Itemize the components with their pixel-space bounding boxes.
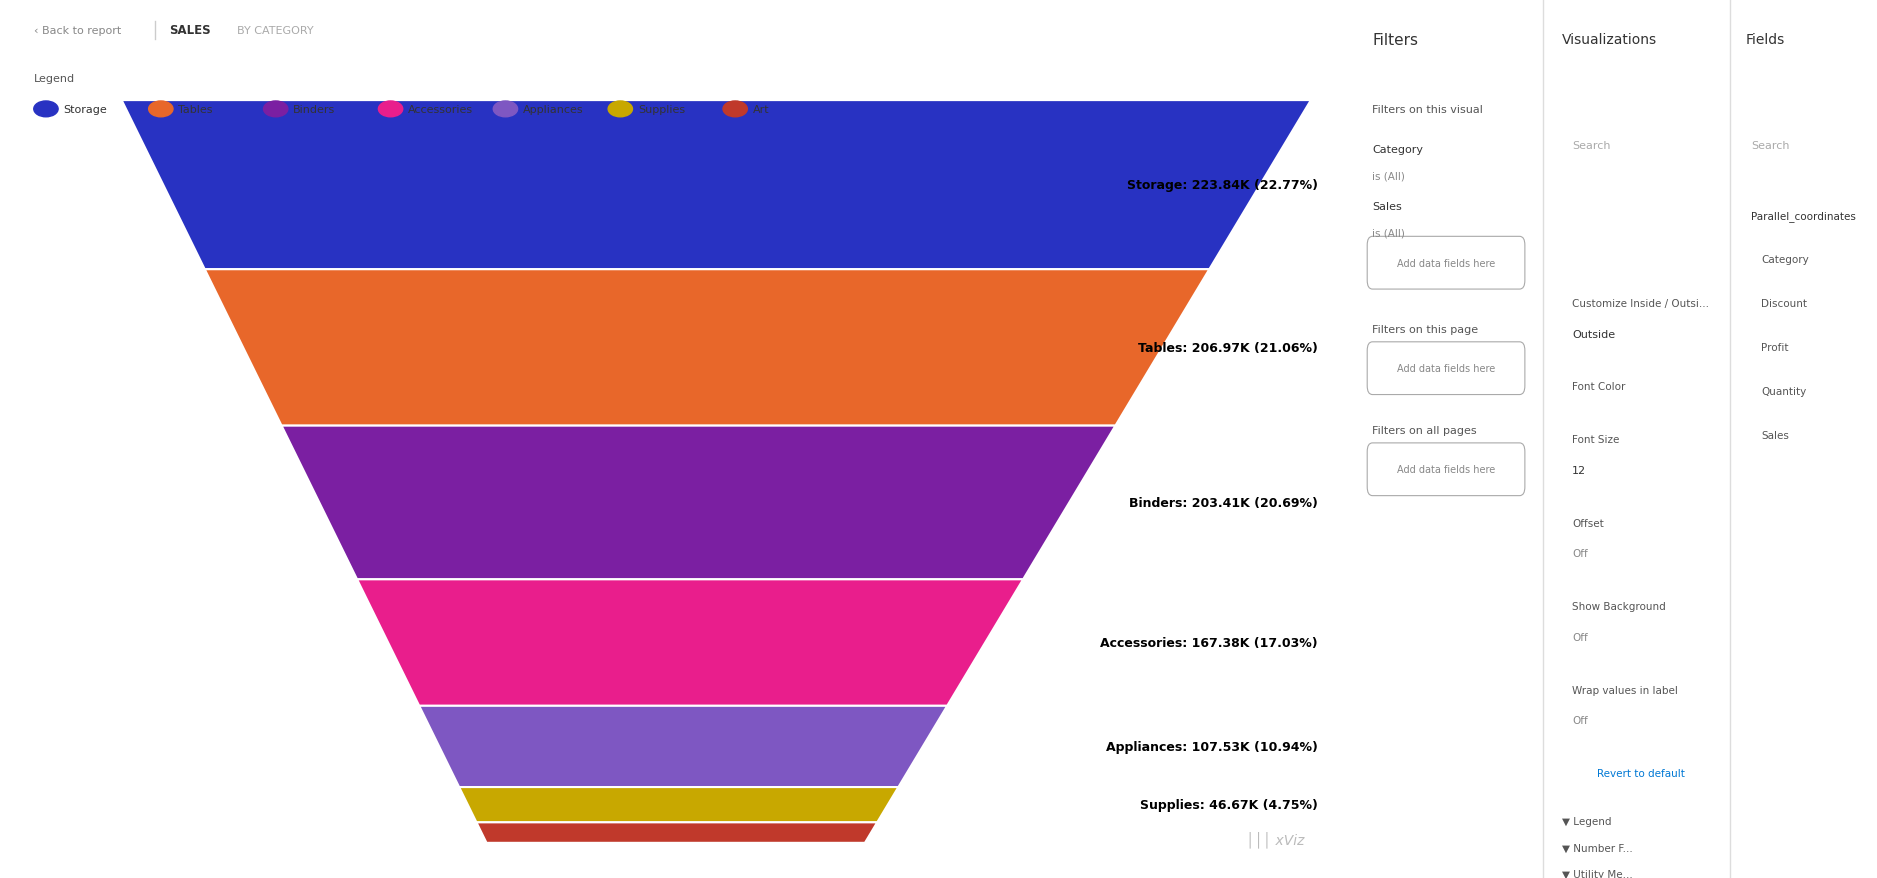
Text: Sales: Sales — [1372, 202, 1402, 212]
Text: Tables: 206.97K (21.06%): Tables: 206.97K (21.06%) — [1137, 342, 1318, 355]
Polygon shape — [205, 270, 1209, 426]
Text: Profit: Profit — [1761, 342, 1789, 352]
Text: Off: Off — [1573, 716, 1588, 725]
Circle shape — [379, 102, 404, 118]
Text: Art: Art — [753, 104, 770, 115]
Text: is (All): is (All) — [1372, 171, 1406, 181]
Text: Accessories: 167.38K (17.03%): Accessories: 167.38K (17.03%) — [1100, 637, 1318, 650]
FancyBboxPatch shape — [1366, 443, 1524, 496]
Text: Outside: Outside — [1573, 329, 1616, 339]
Text: Search: Search — [1573, 140, 1610, 150]
Text: Discount: Discount — [1761, 299, 1808, 308]
Text: Font Size: Font Size — [1573, 435, 1620, 444]
Text: BY CATEGORY: BY CATEGORY — [237, 25, 313, 36]
Text: ▼ Number F...: ▼ Number F... — [1562, 843, 1633, 853]
Text: Visualizations: Visualizations — [1562, 33, 1657, 47]
Circle shape — [34, 102, 58, 118]
Text: │││ xViz: │││ xViz — [1246, 831, 1305, 847]
Polygon shape — [419, 706, 948, 788]
Text: ▼ Legend: ▼ Legend — [1562, 817, 1610, 826]
Text: Fields: Fields — [1746, 33, 1785, 47]
Polygon shape — [282, 426, 1115, 579]
Text: Customize Inside / Outsi...: Customize Inside / Outsi... — [1573, 299, 1710, 308]
Text: Add data fields here: Add data fields here — [1396, 363, 1496, 374]
Text: Off: Off — [1573, 632, 1588, 642]
Text: 12: 12 — [1573, 465, 1586, 475]
Text: Category: Category — [1761, 255, 1809, 264]
Text: Font Color: Font Color — [1573, 382, 1625, 392]
Text: Appliances: 107.53K (10.94%): Appliances: 107.53K (10.94%) — [1106, 740, 1318, 753]
Text: Legend: Legend — [34, 74, 75, 84]
Text: Appliances: Appliances — [524, 104, 584, 115]
Circle shape — [608, 102, 633, 118]
Text: Quantity: Quantity — [1761, 386, 1808, 396]
Circle shape — [263, 102, 287, 118]
Circle shape — [148, 102, 173, 118]
Circle shape — [723, 102, 747, 118]
Text: Sales: Sales — [1761, 430, 1789, 440]
Text: Revert to default: Revert to default — [1597, 768, 1684, 778]
Text: SALES: SALES — [169, 25, 210, 37]
Text: Add data fields here: Add data fields here — [1396, 464, 1496, 475]
Text: Storage: Storage — [64, 104, 107, 115]
FancyBboxPatch shape — [1366, 237, 1524, 290]
Polygon shape — [477, 823, 877, 843]
Text: Supplies: 46.67K (4.75%): Supplies: 46.67K (4.75%) — [1139, 798, 1318, 811]
FancyBboxPatch shape — [1366, 342, 1524, 395]
Text: Filters on this visual: Filters on this visual — [1372, 105, 1483, 115]
Text: Wrap values in label: Wrap values in label — [1573, 685, 1678, 694]
Text: Filters on all pages: Filters on all pages — [1372, 426, 1477, 435]
Text: Storage: 223.84K (22.77%): Storage: 223.84K (22.77%) — [1126, 179, 1318, 192]
Text: Off: Off — [1573, 549, 1588, 558]
Text: Accessories: Accessories — [407, 104, 473, 115]
Text: Add data fields here: Add data fields here — [1396, 258, 1496, 269]
Polygon shape — [460, 788, 899, 823]
Text: Supplies: Supplies — [638, 104, 685, 115]
Text: Show Background: Show Background — [1573, 601, 1667, 611]
Text: Search: Search — [1751, 140, 1789, 150]
Text: Offset: Offset — [1573, 518, 1605, 528]
Text: Binders: Binders — [293, 104, 336, 115]
Text: Binders: 203.41K (20.69%): Binders: 203.41K (20.69%) — [1128, 496, 1318, 509]
Text: Category: Category — [1372, 145, 1423, 155]
Text: ▼ Utility Me...: ▼ Utility Me... — [1562, 869, 1633, 878]
Polygon shape — [357, 579, 1023, 706]
Text: ‹ Back to report: ‹ Back to report — [34, 25, 120, 36]
Text: Filters on this page: Filters on this page — [1372, 325, 1479, 335]
Text: is (All): is (All) — [1372, 228, 1406, 238]
Text: Tables: Tables — [178, 104, 212, 115]
Polygon shape — [122, 101, 1310, 270]
Circle shape — [494, 102, 518, 118]
Text: Filters: Filters — [1372, 33, 1419, 48]
Text: Parallel_coordinates: Parallel_coordinates — [1751, 211, 1856, 221]
